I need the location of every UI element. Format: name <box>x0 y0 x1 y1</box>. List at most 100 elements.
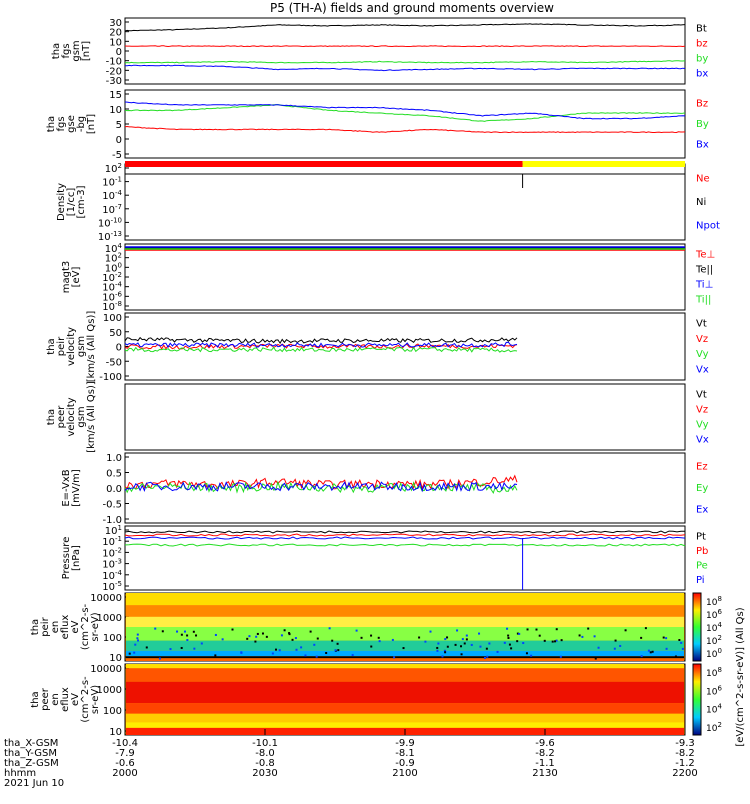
y-tick-label: 1000 <box>97 613 122 624</box>
heatmap-speck <box>649 651 652 654</box>
heatmap-speck <box>587 627 590 630</box>
y-axis-label: sr-eV) <box>90 612 101 641</box>
y-axis-label: [km/s (All Qs)] <box>86 311 97 383</box>
heatmap-speck <box>128 652 131 655</box>
y-tick-label: 10-7 <box>102 203 122 216</box>
heatmap-speck <box>460 653 463 656</box>
heatmap-band <box>126 656 684 659</box>
heatmap-speck <box>351 654 354 657</box>
panel-5 <box>124 383 686 451</box>
heatmap-band <box>126 616 684 627</box>
heatmap-speck <box>479 645 482 648</box>
y-tick-label: -20 <box>106 66 122 77</box>
heatmap-speck <box>180 633 183 636</box>
heatmap-speck <box>246 637 249 640</box>
x-axis-value: 2100 <box>392 768 417 779</box>
y-axis-label: eflux <box>60 615 71 640</box>
x-axis-date: 2021 Jun 10 <box>4 778 64 789</box>
heatmap-speck <box>136 633 139 636</box>
heatmap-speck <box>651 650 654 653</box>
series-line-bx <box>124 64 686 72</box>
heatmap-speck <box>334 649 337 652</box>
heatmap-speck <box>516 640 519 643</box>
heatmap-band <box>126 650 684 657</box>
y-axis-label: [1/cc] <box>66 188 77 217</box>
heatmap-speck <box>526 628 529 631</box>
y-tick-label: 30 <box>109 18 122 29</box>
y-tick-label: 10-1 <box>102 176 122 189</box>
heatmap-band <box>126 703 684 714</box>
heatmap-speck <box>454 643 457 646</box>
x-axis-value: -1.1 <box>535 758 555 769</box>
heatmap-speck <box>161 630 164 633</box>
series-line-Ex <box>124 481 518 493</box>
colorbar-tick-label: 104 <box>706 621 722 634</box>
heatmap-speck <box>300 646 303 649</box>
y-axis-label: tha <box>46 409 57 425</box>
legend-entry: Pb <box>696 546 708 557</box>
heatmap-speck <box>328 627 331 630</box>
y-tick-label: 15 <box>109 90 122 101</box>
y-axis-label: [mV/m] <box>71 469 82 507</box>
heatmap-speck <box>516 632 519 635</box>
heatmap-speck <box>231 628 234 631</box>
colorbar-tick-label: 106 <box>706 608 722 621</box>
y-tick-label: 10-5 <box>102 580 122 593</box>
heatmap-speck <box>644 627 647 630</box>
heatmap-speck <box>313 643 316 646</box>
heatmap-speck <box>485 647 488 650</box>
y-tick-label: 10000 <box>90 593 122 604</box>
x-axis-row-label: hhmm <box>4 768 36 779</box>
x-axis-value: -0.8 <box>255 758 275 769</box>
series-line-Bz <box>124 125 686 134</box>
heatmap-speck <box>640 655 643 658</box>
legend-entry: Te⊥ <box>695 250 715 261</box>
heatmap-band <box>126 713 684 723</box>
legend-entry: Ey <box>696 483 708 494</box>
y-axis-label: en <box>50 693 61 706</box>
heatmap-speck <box>665 637 668 640</box>
heatmap-speck <box>518 632 521 635</box>
heatmap-speck <box>530 654 533 657</box>
heatmap-speck <box>256 632 259 635</box>
x-axis-value: -1.2 <box>675 758 695 769</box>
y-tick-label: -10 <box>106 57 122 68</box>
legend-entry: by <box>696 54 708 65</box>
y-tick-label: 50 <box>109 328 122 339</box>
heatmap-speck <box>463 642 466 645</box>
legend-entry: By <box>696 119 709 130</box>
heatmap-speck <box>594 657 597 660</box>
y-axis-label: peir <box>56 336 67 356</box>
series-line-Ez <box>124 474 518 490</box>
y-tick-label: 100 <box>103 706 122 717</box>
heatmap-band <box>126 640 684 651</box>
heatmap-band <box>126 605 684 617</box>
heatmap-speck <box>200 642 203 645</box>
heatmap-speck <box>183 630 186 633</box>
heatmap-speck <box>265 635 268 638</box>
panel-frame <box>124 525 686 591</box>
series-line-Vt <box>124 336 518 345</box>
mode-bar-red <box>125 161 523 167</box>
heatmap-speck <box>525 652 528 655</box>
legend-entry: Ti⊥ <box>695 280 713 291</box>
panel-frame <box>124 163 686 241</box>
panel-8 <box>124 592 702 662</box>
heatmap-speck <box>255 635 258 638</box>
colorbar-tick-label: 102 <box>706 634 722 647</box>
y-axis-label: fgs <box>56 116 67 131</box>
heatmap-speck <box>535 628 538 631</box>
heatmap-speck <box>614 639 617 642</box>
heatmap-speck <box>240 651 243 654</box>
pressure-trace <box>124 533 686 537</box>
x-axis-value: 2000 <box>112 768 137 779</box>
heatmap-speck <box>559 655 562 658</box>
y-tick-label: 10-8 <box>102 300 122 313</box>
heatmap-speck <box>456 629 459 632</box>
series-line-Bx <box>124 101 686 120</box>
heatmap-band <box>126 627 684 641</box>
legend-entry: Ez <box>696 462 708 473</box>
x-axis-value: 2130 <box>532 768 557 779</box>
y-axis-label: tha <box>46 338 57 354</box>
